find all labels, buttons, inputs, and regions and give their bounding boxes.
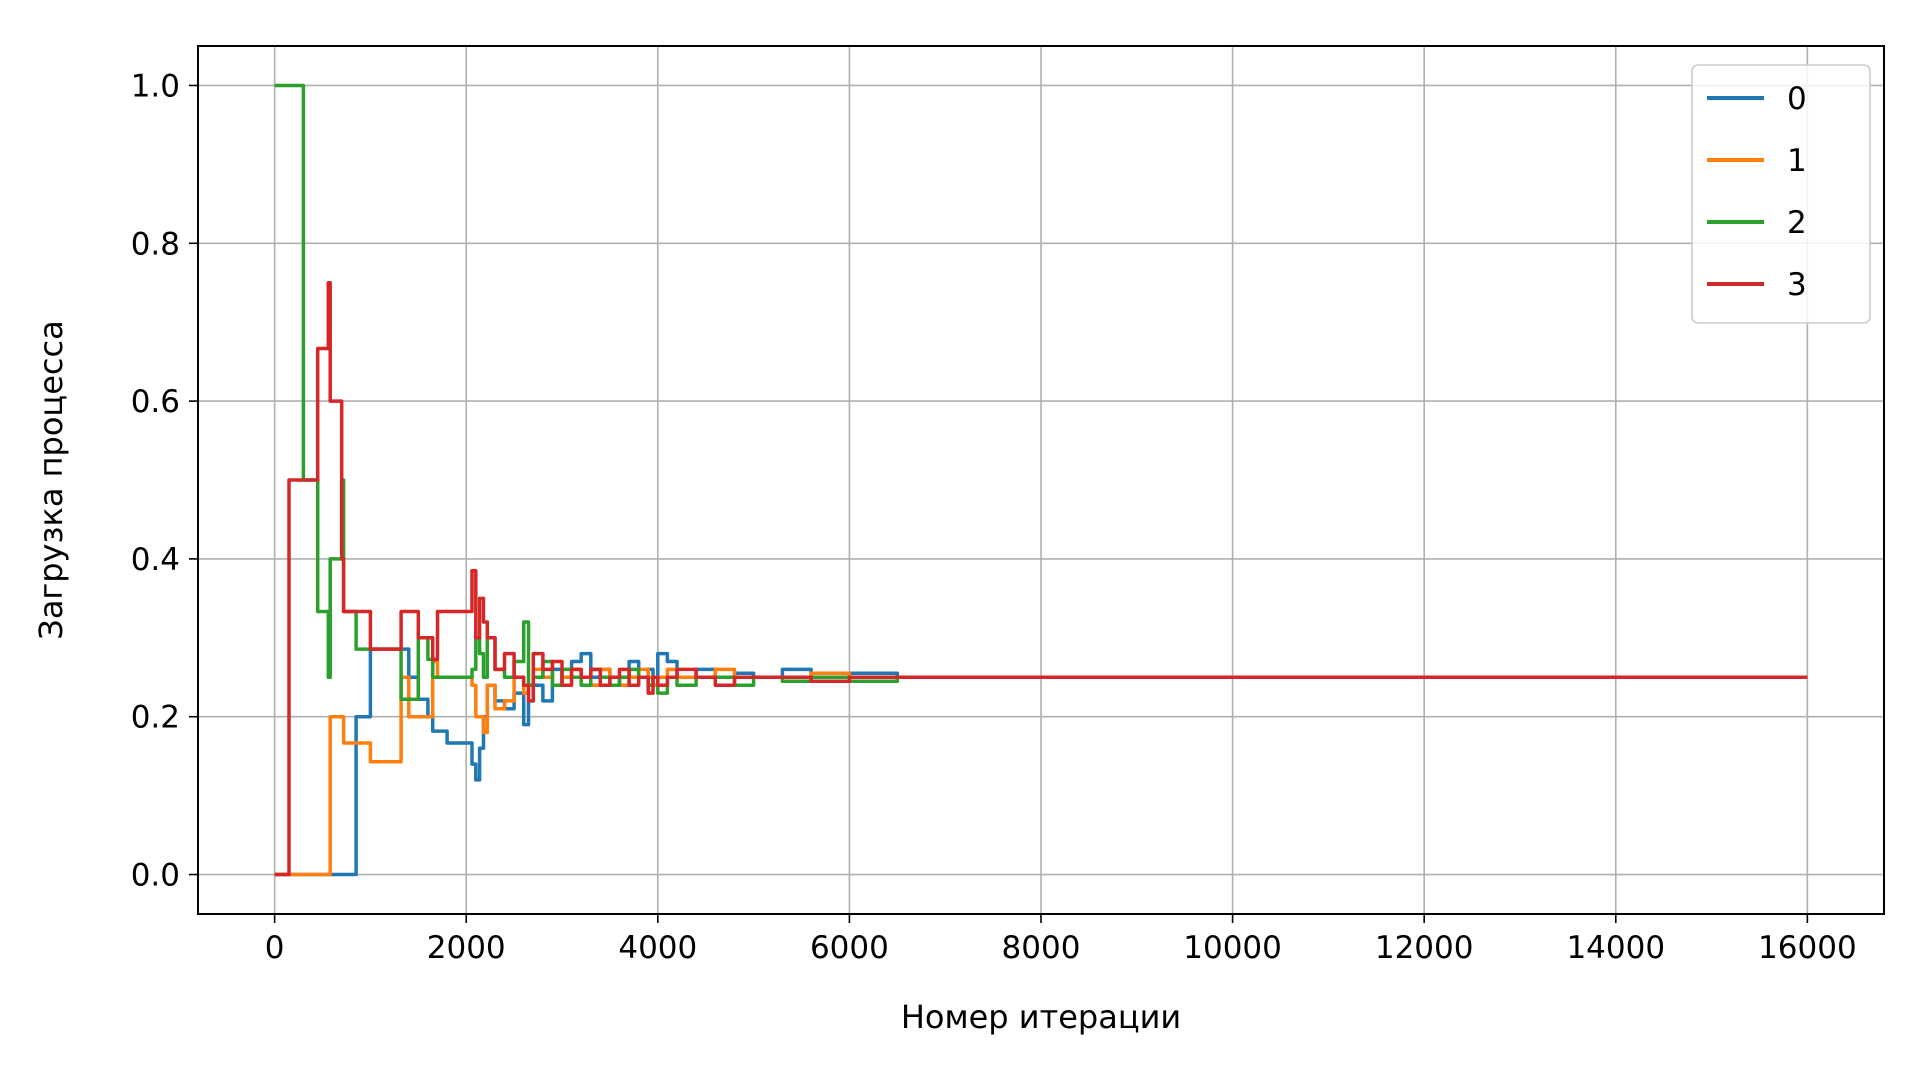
y-tick-label: 0.2 bbox=[131, 700, 180, 736]
series-line-1 bbox=[274, 659, 1808, 877]
y-tick-label: 0.6 bbox=[131, 384, 180, 420]
y-tick-label: 1.0 bbox=[131, 68, 180, 104]
legend: 0 1 2 3 bbox=[1691, 64, 1871, 324]
y-axis-label: Загрузка процесса bbox=[32, 320, 70, 639]
legend-label-2: 2 bbox=[1787, 205, 1807, 241]
legend-label-3: 3 bbox=[1787, 267, 1807, 303]
x-axis-label: Номер итерации bbox=[901, 998, 1181, 1036]
y-tick-label: 0.4 bbox=[131, 542, 180, 578]
axis-ticks: 0 2000 4000 6000 8000 10000 12000 14000 16000 0.0… bbox=[131, 68, 1857, 966]
x-tick-label: 8000 bbox=[1002, 930, 1081, 966]
x-tick-label: 12000 bbox=[1375, 930, 1474, 966]
x-tick-label: 6000 bbox=[810, 930, 889, 966]
series-line-3 bbox=[274, 280, 1808, 877]
x-tick-label: 0 bbox=[265, 930, 285, 966]
x-tick-label: 14000 bbox=[1566, 930, 1665, 966]
legend-label-0: 0 bbox=[1787, 81, 1807, 117]
x-tick-label: 4000 bbox=[618, 930, 697, 966]
y-tick-label: 0.0 bbox=[131, 858, 180, 894]
series-layer bbox=[274, 83, 1808, 877]
legend-box bbox=[1691, 64, 1871, 324]
x-tick-label: 10000 bbox=[1183, 930, 1282, 966]
x-tick-label: 16000 bbox=[1758, 930, 1857, 966]
y-tick-label: 0.8 bbox=[131, 226, 180, 262]
legend-label-1: 1 bbox=[1787, 143, 1807, 179]
x-tick-label: 2000 bbox=[427, 930, 506, 966]
